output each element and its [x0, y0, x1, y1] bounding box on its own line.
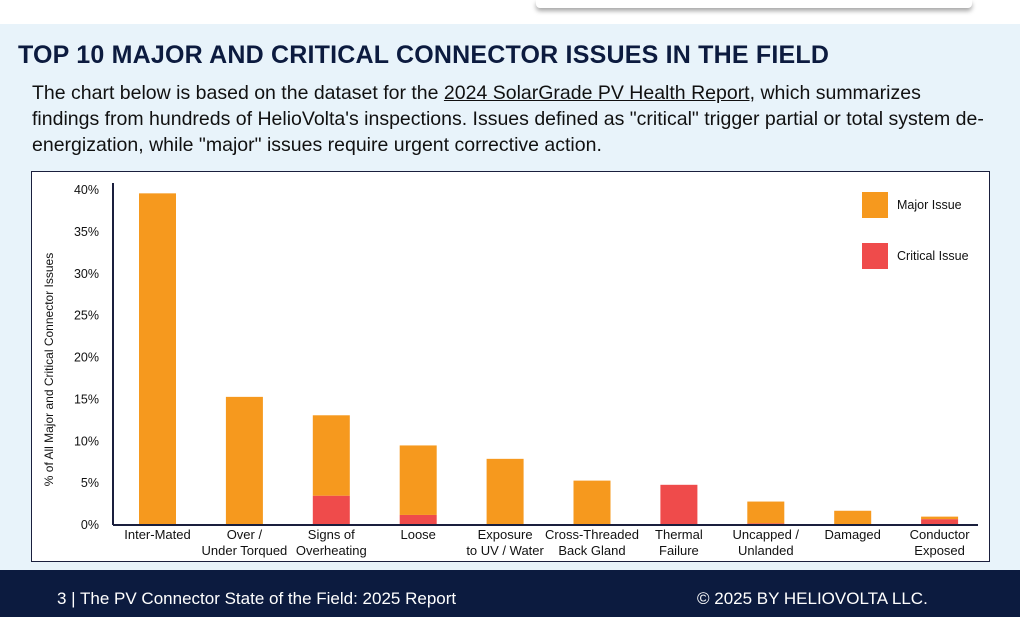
- y-tick-label: 10%: [74, 434, 99, 448]
- y-tick-label: 40%: [74, 183, 99, 197]
- legend-swatch: [862, 192, 888, 218]
- y-tick-label: 15%: [74, 392, 99, 406]
- x-category-label: Back Gland: [558, 543, 625, 558]
- y-tick-label: 5%: [81, 476, 99, 490]
- report-link[interactable]: 2024 SolarGrade PV Health Report,: [443, 82, 756, 104]
- major-issue-bar: [399, 445, 437, 515]
- x-category-label: Overheating: [296, 543, 367, 558]
- major-issue-bar: [921, 516, 959, 520]
- major-issue-bar: [312, 415, 350, 496]
- x-category-label: Inter-Mated: [124, 527, 190, 542]
- legend-swatch: [862, 243, 888, 269]
- critical-issue-bar: [399, 514, 437, 525]
- y-tick-label: 20%: [74, 351, 99, 365]
- major-issue-bar: [139, 193, 176, 525]
- x-category-label: Uncapped /: [733, 527, 800, 542]
- legend-label: Critical Issue: [897, 249, 969, 263]
- major-issue-bar: [834, 510, 872, 525]
- major-issue-bar: [486, 458, 524, 525]
- major-issue-bar: [573, 480, 611, 525]
- x-category-label: Exposure: [478, 527, 533, 542]
- x-category-label: Thermal: [655, 527, 703, 542]
- x-category-label: Unlanded: [738, 543, 794, 558]
- footer-report-title: 3 | The PV Connector State of the Field:…: [57, 589, 457, 608]
- major-issue-bar: [747, 501, 785, 524]
- x-category-label: Conductor: [910, 527, 971, 542]
- footer-bar: [0, 570, 1020, 617]
- chart-frame: 0% 5% 10% 15% 20% 25% 30% 35% 40% % of All Major …: [31, 171, 990, 562]
- critical-issue-bar: [921, 519, 959, 525]
- intro-text-after: which summarizes findings from hundreds …: [32, 82, 984, 156]
- x-category-label: Loose: [400, 527, 435, 542]
- y-tick-label: 25%: [74, 309, 99, 323]
- y-tick-label: 35%: [74, 225, 99, 239]
- y-tick-label: 0%: [81, 518, 99, 532]
- x-category-label: Over /: [227, 527, 263, 542]
- intro-text-before: The chart below is based on the dataset …: [32, 82, 444, 104]
- y-axis-title: % of All Major and Critical Connector Is…: [42, 253, 56, 486]
- x-category-label: to UV / Water: [466, 543, 544, 558]
- x-category-label: Damaged: [825, 527, 881, 542]
- major-issue-bar: [225, 396, 263, 525]
- footer-copyright: © 2025 BY HELIOVOLTA LLC.: [697, 589, 928, 608]
- bar-chart: 0% 5% 10% 15% 20% 25% 30% 35% 40% % of All Major …: [42, 183, 978, 558]
- x-category-label: Exposed: [914, 543, 965, 558]
- x-category-label: Failure: [659, 543, 699, 558]
- page-edge-shadow: [536, 0, 972, 8]
- critical-issue-bar: [660, 484, 698, 525]
- legend-label: Major Issue: [897, 198, 962, 212]
- x-category-label: Cross-Threaded: [545, 527, 639, 542]
- x-category-label: Under Torqued: [202, 543, 288, 558]
- x-category-label: Signs of: [308, 527, 355, 542]
- intro-paragraph: The chart below is based on the dataset …: [32, 80, 992, 158]
- page-title: TOP 10 MAJOR AND CRITICAL CONNECTOR ISSU…: [18, 41, 830, 69]
- critical-issue-bar: [312, 495, 350, 525]
- y-tick-label: 30%: [74, 267, 99, 281]
